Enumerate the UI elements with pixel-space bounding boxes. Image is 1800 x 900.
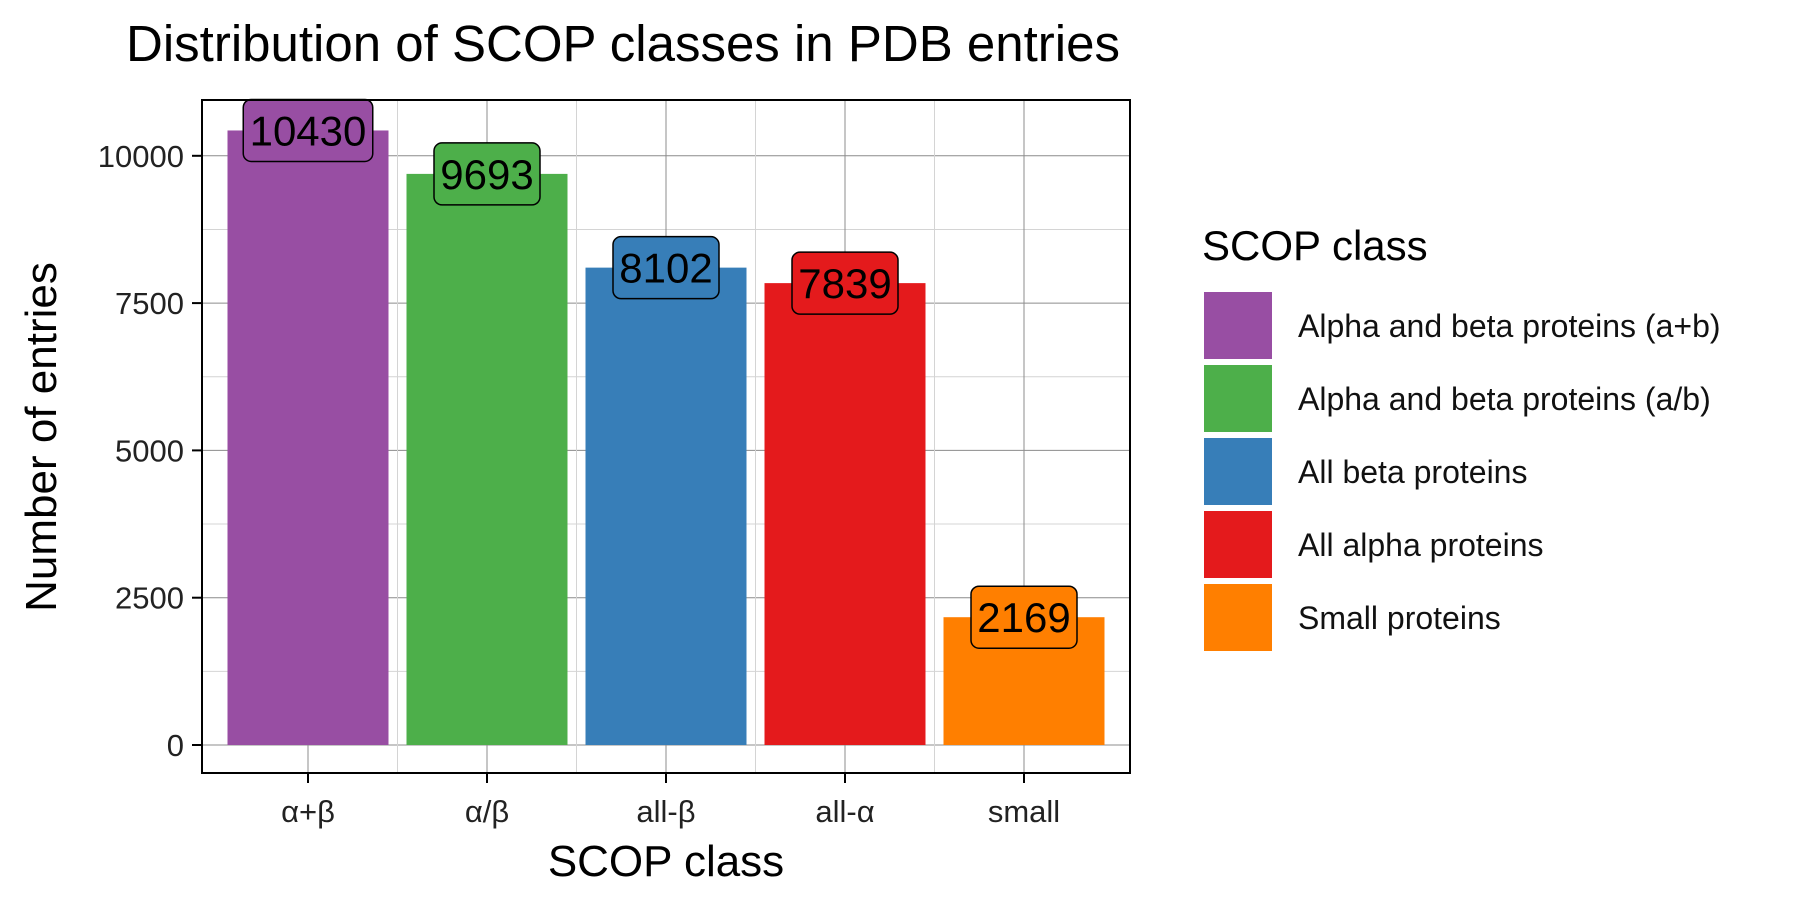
legend: SCOP class Alpha and beta proteins (a+b)… bbox=[1202, 222, 1721, 651]
legend-label-2: All beta proteins bbox=[1298, 454, 1527, 490]
data-label-4: 2169 bbox=[977, 594, 1070, 641]
x-tick-label-4: small bbox=[988, 794, 1060, 829]
bars bbox=[227, 130, 1105, 746]
y-axis-title: Number of entries bbox=[17, 262, 66, 612]
legend-label-0: Alpha and beta proteins (a+b) bbox=[1298, 308, 1721, 344]
data-label-0: 10430 bbox=[250, 107, 367, 154]
legend-label-1: Alpha and beta proteins (a/b) bbox=[1298, 381, 1711, 417]
legend-swatch-4 bbox=[1204, 584, 1272, 651]
bar-0 bbox=[227, 130, 389, 745]
data-label-box-1 bbox=[433, 142, 541, 206]
x-tick-label-3: all-α bbox=[815, 794, 874, 829]
y-tick-label: 2500 bbox=[115, 581, 184, 616]
y-tick-label: 5000 bbox=[115, 433, 184, 468]
chart-title: Distribution of SCOP classes in PDB entr… bbox=[126, 15, 1120, 72]
bar-1 bbox=[406, 173, 568, 746]
y-tick-label: 0 bbox=[167, 728, 184, 763]
legend-label-3: All alpha proteins bbox=[1298, 527, 1543, 563]
y-axis: 0 2500 5000 7500 10000 bbox=[98, 139, 202, 763]
data-label-box-3 bbox=[791, 251, 899, 315]
x-tick-label-2: all-β bbox=[636, 794, 695, 829]
x-tick-label-0: α+β bbox=[281, 794, 335, 829]
data-label-box-4 bbox=[970, 585, 1078, 649]
data-label-3: 7839 bbox=[798, 260, 891, 307]
bar-3 bbox=[764, 283, 926, 745]
data-label-2: 8102 bbox=[619, 245, 712, 292]
legend-swatch-0 bbox=[1204, 292, 1272, 359]
legend-label-4: Small proteins bbox=[1298, 600, 1501, 636]
y-tick-label: 10000 bbox=[98, 139, 184, 174]
legend-swatch-3 bbox=[1204, 511, 1272, 578]
data-labels: 10430 9693 8102 7839 2169 bbox=[242, 98, 1078, 649]
data-label-box-2 bbox=[612, 235, 720, 300]
x-tick-label-1: α/β bbox=[465, 794, 509, 829]
data-label-1: 9693 bbox=[440, 151, 533, 198]
y-tick-label: 7500 bbox=[115, 286, 184, 321]
x-axis-title: SCOP class bbox=[548, 837, 784, 886]
legend-swatch-1 bbox=[1204, 365, 1272, 432]
legend-swatch-2 bbox=[1204, 438, 1272, 505]
x-axis: α+β α/β all-β all-α small bbox=[281, 773, 1060, 829]
bar-2 bbox=[585, 267, 747, 745]
legend-title: SCOP class bbox=[1202, 222, 1428, 269]
